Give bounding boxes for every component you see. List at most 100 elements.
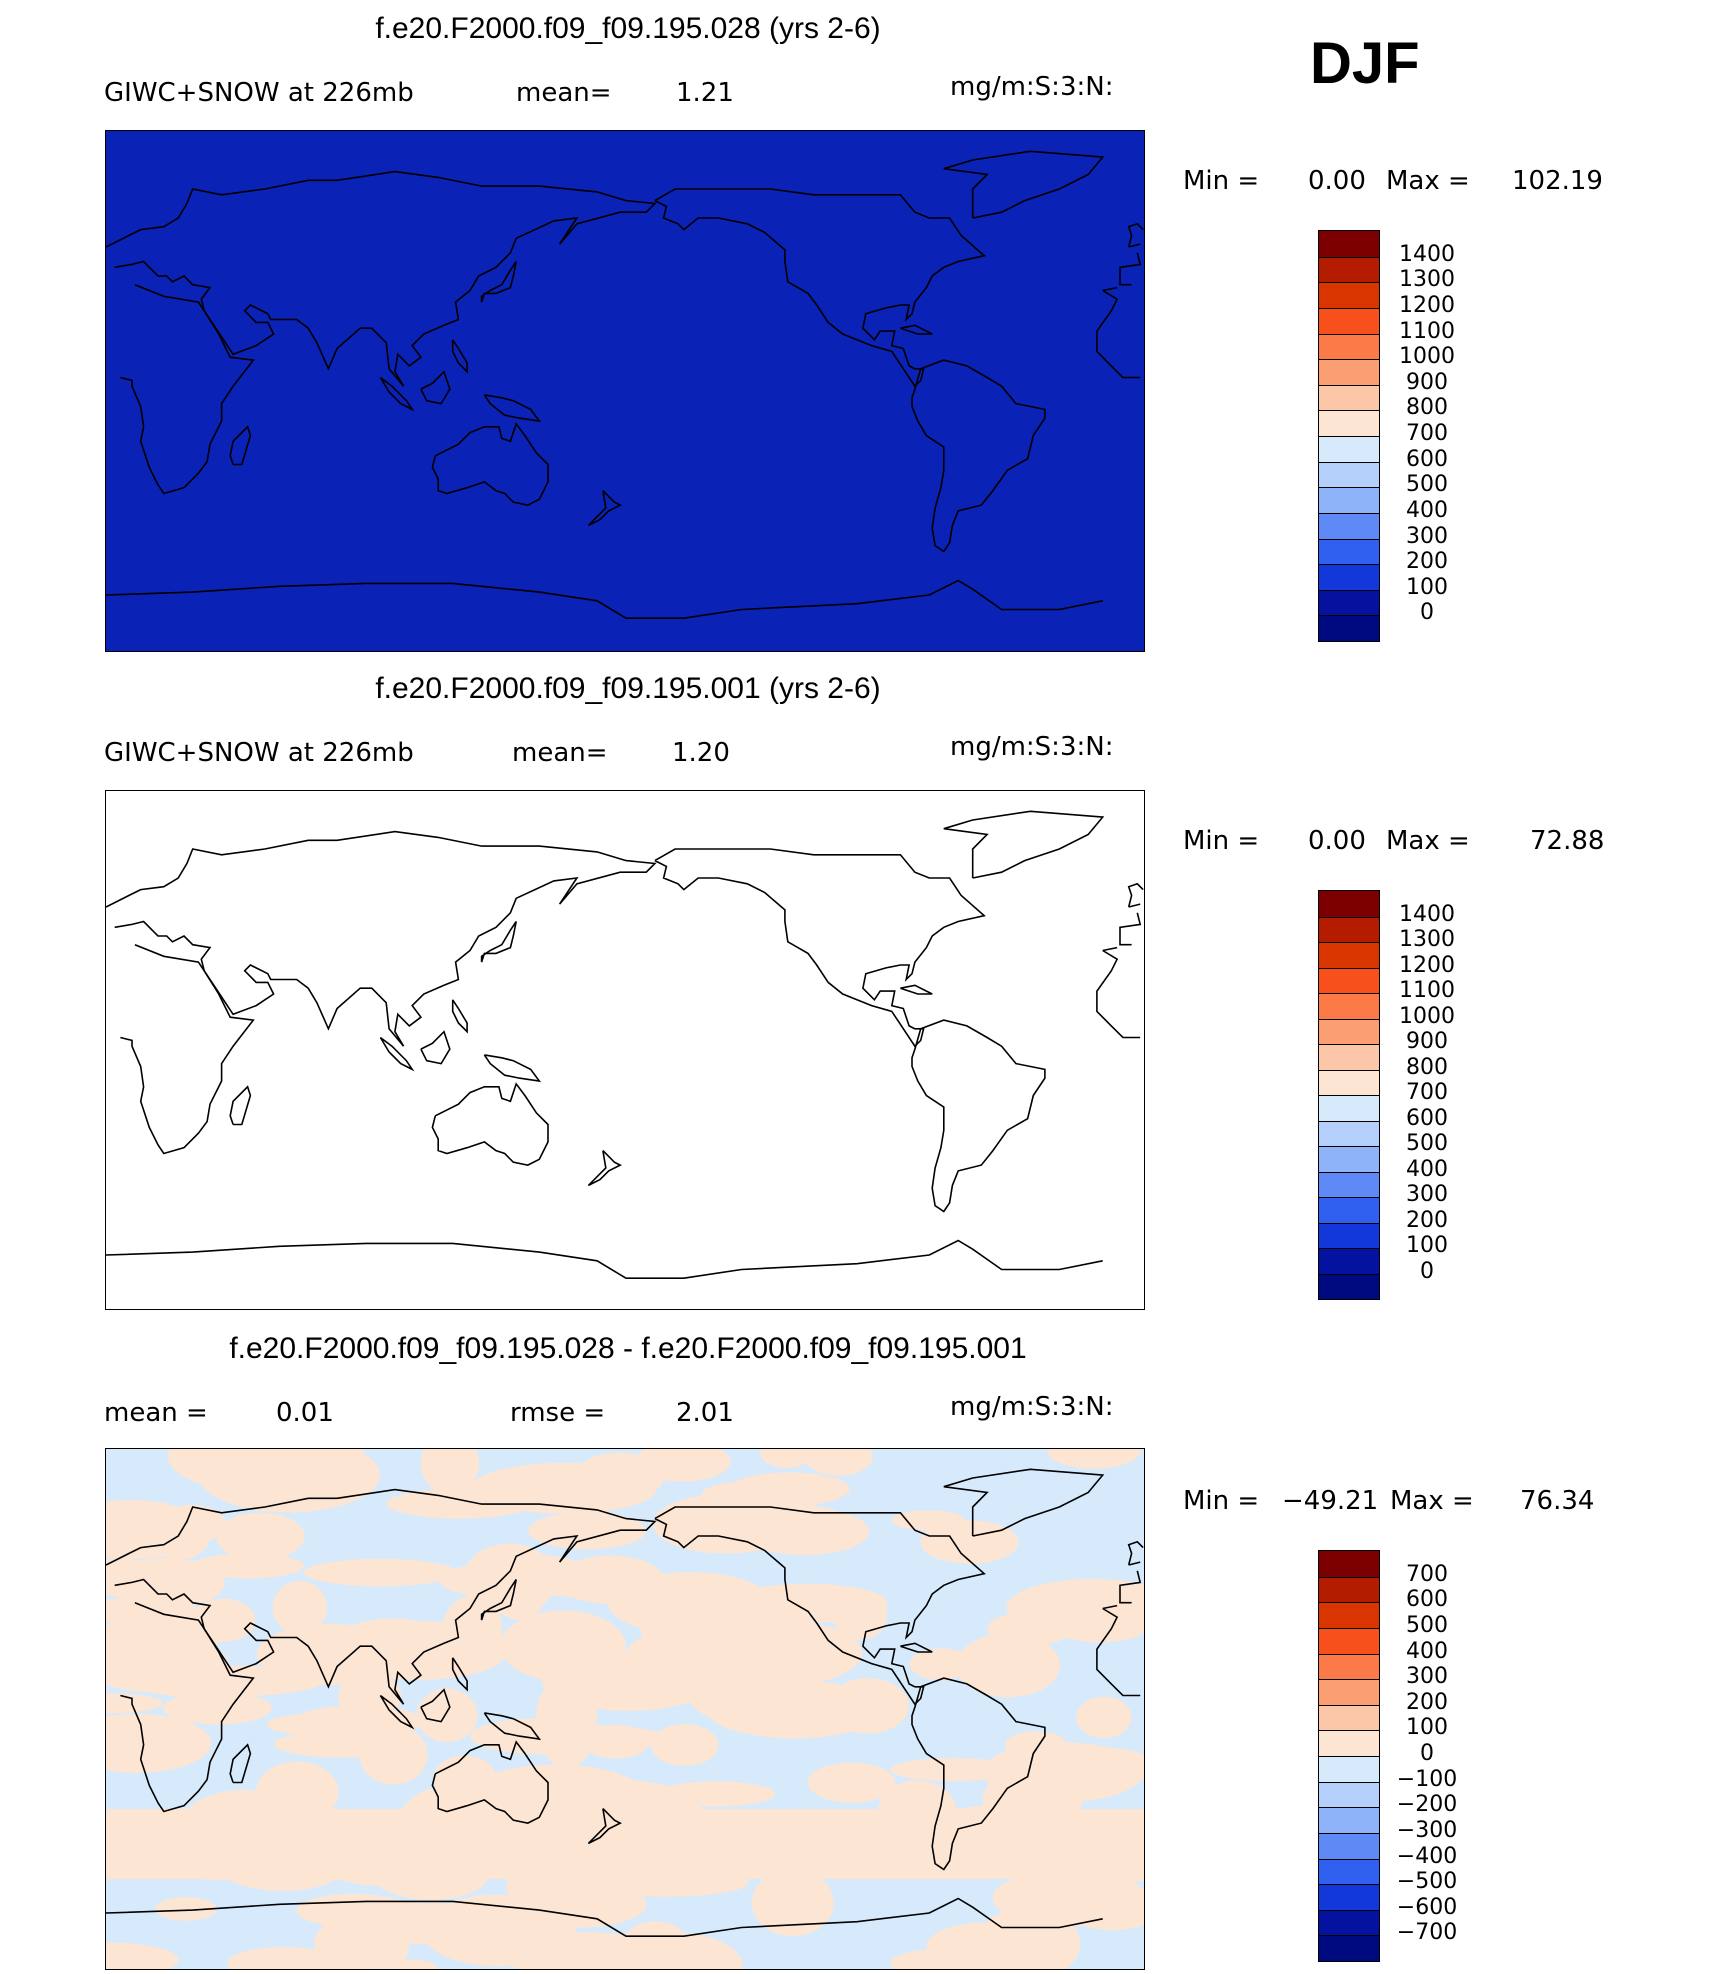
- colorbar-swatch: [1319, 1653, 1379, 1680]
- colorbar-swatch: [1319, 1197, 1379, 1223]
- panel-2-colorbar: [1318, 890, 1380, 1300]
- anomaly-patch: [528, 1512, 646, 1550]
- colorbar-swatch: [1319, 256, 1379, 283]
- colorbar-swatch: [1319, 282, 1379, 308]
- coastline: [1096, 289, 1141, 379]
- anomaly-patch: [826, 1678, 909, 1734]
- colorbar-swatch: [1319, 436, 1379, 462]
- coastline: [900, 984, 933, 995]
- coastline: [587, 1808, 622, 1845]
- colorbar-swatch: [1319, 1018, 1379, 1044]
- coastline: [106, 579, 1103, 619]
- coastline: [106, 1488, 657, 1705]
- colorbar-tick-label: 1300: [1399, 927, 1455, 952]
- coastline: [106, 1897, 1103, 1937]
- anomaly-patch: [760, 1449, 813, 1469]
- colorbar-tick-label: −400: [1396, 1843, 1458, 1869]
- coastline: [451, 339, 468, 374]
- panel-2-units: mg/m:S:3:N:: [950, 732, 1114, 762]
- colorbar-swatch: [1319, 1704, 1379, 1731]
- coastline: [911, 1019, 1046, 1213]
- coastline: [1102, 946, 1118, 952]
- colorbar-tick-label: −300: [1396, 1817, 1458, 1843]
- coastline: [1128, 243, 1141, 248]
- colorbar-swatch: [1319, 1069, 1379, 1095]
- colorbar-tick-label: 1300: [1399, 267, 1455, 293]
- coastline: [229, 1085, 252, 1126]
- anomaly-patch: [1057, 1747, 1144, 1787]
- colorbar-swatch: [1319, 538, 1379, 565]
- anomaly-patch: [167, 1449, 323, 1490]
- colorbar-swatch: [1319, 1602, 1379, 1628]
- colorbar-swatch: [1319, 1935, 1379, 1961]
- coastline: [1102, 286, 1118, 292]
- colorbar-swatch: [1319, 1222, 1379, 1248]
- anomaly-patch: [681, 1643, 849, 1669]
- map-canvas: [106, 1449, 1144, 1969]
- colorbar-swatch: [1319, 1730, 1379, 1756]
- coastline: [106, 1239, 1103, 1279]
- colorbar-tick-label: 700: [1406, 1080, 1448, 1105]
- anomaly-patch: [956, 1633, 1060, 1698]
- anomaly-patch: [155, 1897, 217, 1921]
- panel-3-mean-value: 0.01: [276, 1398, 334, 1428]
- coastline: [483, 394, 542, 423]
- colorbar-tick-label: 600: [1406, 1105, 1448, 1131]
- anomaly-patch: [1076, 1696, 1132, 1739]
- panel-3-colorbar: [1318, 1550, 1380, 1962]
- colorbar-tick-label: 900: [1406, 369, 1448, 395]
- colorbar-tick-label: 400: [1406, 497, 1448, 523]
- colorbar-tick-label: 400: [1406, 1638, 1448, 1664]
- coastline: [654, 188, 986, 388]
- panel-2-mean-label: mean=: [512, 738, 608, 768]
- colorbar-tick-label: 0: [1420, 600, 1434, 626]
- coastline: [1119, 252, 1142, 286]
- colorbar-tick-label: 800: [1406, 1054, 1448, 1080]
- coastline: [1102, 1604, 1118, 1610]
- colorbar-tick-label: 1400: [1399, 901, 1455, 927]
- colorbar-tick-label: 200: [1406, 1207, 1448, 1233]
- colorbar-tick-label: 500: [1406, 1612, 1448, 1638]
- coastline: [1127, 222, 1144, 248]
- colorbar-swatch: [1319, 1551, 1379, 1577]
- coastline: [431, 422, 549, 506]
- coastline: [943, 1468, 1105, 1537]
- coastline: [229, 1743, 252, 1784]
- colorbar-tick-label: −600: [1396, 1894, 1458, 1920]
- colorbar-swatch: [1319, 589, 1379, 616]
- coastline: [480, 921, 517, 963]
- colorbar-tick-label: 500: [1406, 472, 1448, 498]
- colorbar-swatch: [1319, 1909, 1379, 1936]
- panel-3-mean-label: mean =: [104, 1398, 208, 1428]
- colorbar-tick-label: 0: [1420, 1258, 1434, 1284]
- coastline: [587, 490, 622, 527]
- coastline: [379, 1036, 415, 1072]
- anomaly-band: [106, 1809, 1144, 1879]
- anomaly-patch: [751, 1869, 834, 1937]
- colorbar-swatch: [1319, 1576, 1379, 1603]
- coastline: [900, 1642, 933, 1653]
- colorbar-tick-label: 1000: [1399, 344, 1455, 370]
- coastline: [911, 1677, 1046, 1871]
- anomaly-patch: [106, 1693, 164, 1714]
- colorbar-tick-label: 100: [1406, 574, 1448, 600]
- anomaly-patch: [438, 1565, 523, 1595]
- panel-3-min-value: −49.21: [1282, 1486, 1379, 1516]
- coastline: [1119, 912, 1142, 946]
- anomaly-patch: [518, 1887, 630, 1913]
- anomaly-patch: [651, 1724, 719, 1766]
- colorbar-swatch: [1319, 1146, 1379, 1172]
- colorbar-tick-label: 100: [1406, 1715, 1448, 1741]
- colorbar-tick-label: 1400: [1399, 241, 1455, 267]
- anomaly-patch: [135, 1673, 292, 1698]
- panel-1-max-value: 102.19: [1512, 166, 1603, 196]
- panel-3-title: f.e20.F2000.f09_f09.195.028 - f.e20.F200…: [229, 1332, 1027, 1365]
- colorbar-swatch: [1319, 1273, 1379, 1299]
- map-field-background: [106, 131, 1144, 651]
- anomaly-patch: [540, 1703, 593, 1768]
- colorbar-tick-label: 1100: [1399, 978, 1455, 1003]
- colorbar-swatch: [1319, 333, 1379, 360]
- anomaly-patch: [190, 1553, 304, 1579]
- coastline: [431, 1740, 549, 1824]
- panel-1-title: f.e20.F2000.f09_f09.195.028 (yrs 2-6): [375, 12, 881, 45]
